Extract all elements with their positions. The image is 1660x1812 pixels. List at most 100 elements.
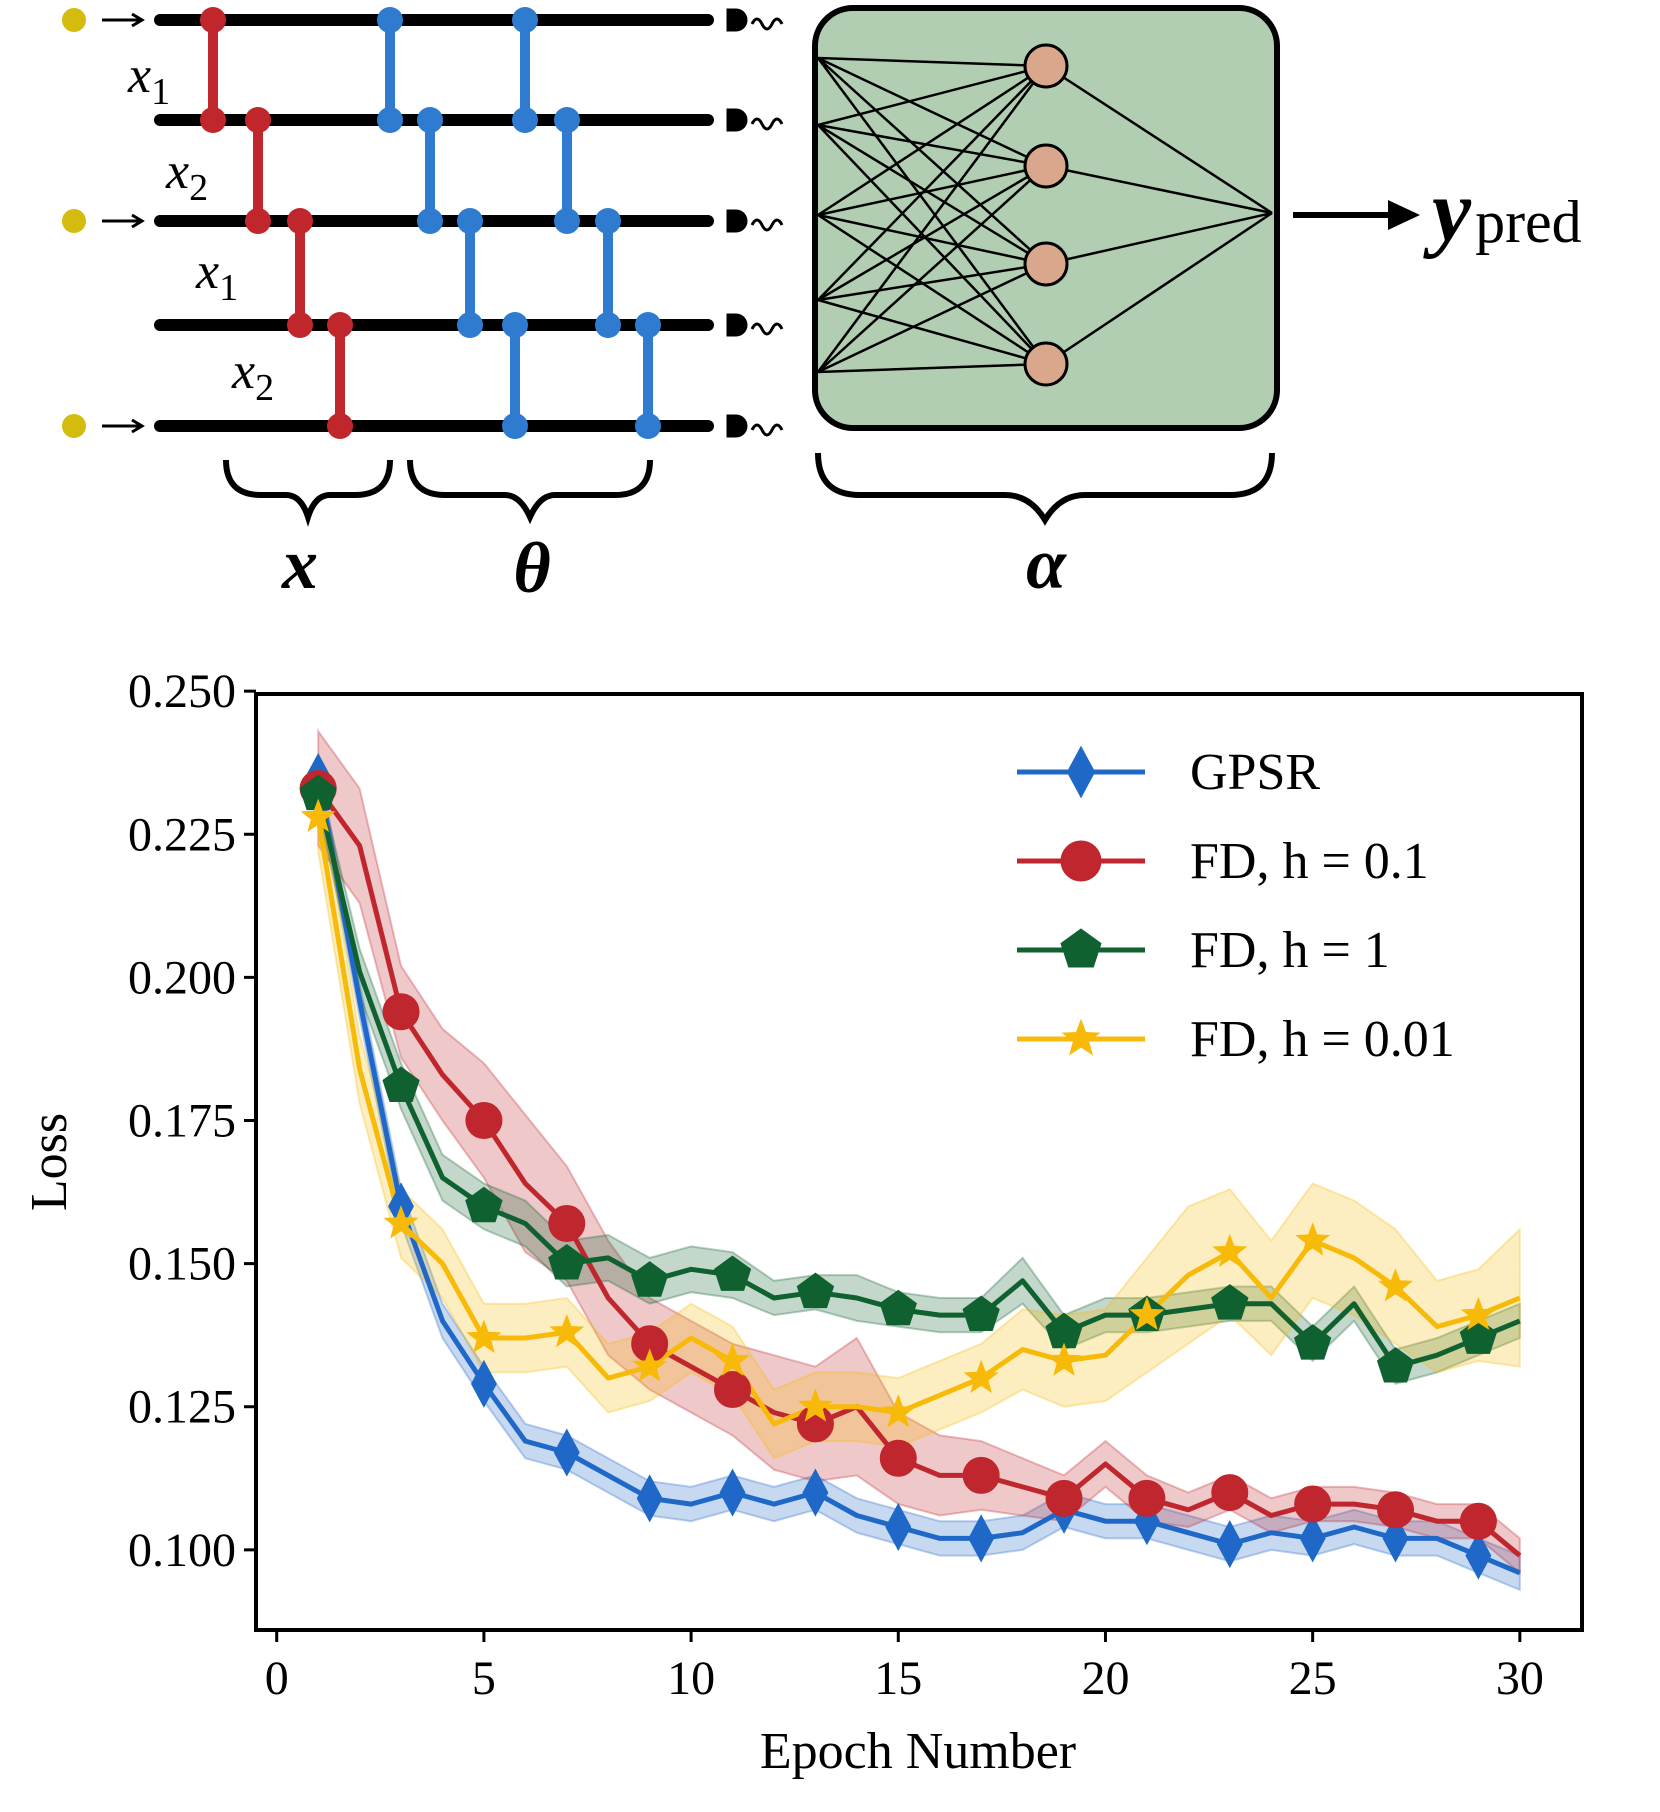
data-point-diamond [470, 1359, 497, 1408]
brace-features [223, 459, 393, 527]
y-axis: 0.100 0.125 0.150 0.175 0.200 0.225 0.250 [128, 665, 256, 1577]
legend-marker-star [1061, 1018, 1101, 1056]
encoding-label: x2 [231, 343, 274, 409]
nn-edge [817, 213, 1047, 366]
nn-edge [817, 57, 1047, 265]
variational-gate [417, 107, 443, 234]
data-point-circle [1459, 1502, 1497, 1540]
data-point-pentagon [631, 1261, 669, 1297]
y-axis-title: Loss [21, 1113, 78, 1211]
data-point-star [963, 1359, 999, 1394]
neuron [1023, 143, 1069, 189]
qubit-dot [62, 209, 86, 233]
data-point-diamond [553, 1428, 580, 1477]
data-point-star [797, 1388, 833, 1422]
variational-gates [377, 7, 661, 439]
data-point-pentagon [713, 1255, 752, 1291]
nn-edge [817, 262, 1047, 302]
data-point-diamond [802, 1468, 829, 1517]
plot-frame [254, 692, 1584, 1632]
output: ypred [1293, 163, 1582, 260]
brace-label-weights: α [1026, 524, 1067, 604]
data-point-diamond [885, 1502, 912, 1552]
qubit-dot [62, 414, 86, 438]
data-point-diamond [1216, 1520, 1243, 1569]
nn-edge [1045, 164, 1273, 215]
series-markers [299, 752, 1498, 1580]
x-tick-label: 5 [472, 1652, 496, 1705]
measurement-icon [726, 8, 784, 32]
brace-weights [815, 452, 1275, 526]
brace-label-features: x [281, 524, 318, 604]
band-pentagon [317, 776, 1521, 1385]
measurement-icon [726, 108, 784, 132]
qubit-inputs [62, 8, 145, 438]
data-point-star [383, 1205, 419, 1239]
y-tick-label: 0.100 [128, 1524, 236, 1577]
legend-marker-circle [1060, 840, 1102, 882]
nn-edge [817, 65, 1047, 301]
variational-gate [502, 312, 528, 439]
data-point-star [466, 1319, 502, 1353]
data-point-circle [962, 1456, 1000, 1494]
data-point-circle [1045, 1479, 1083, 1517]
data-point-circle [1377, 1491, 1415, 1529]
circuit-diagram: x1 x2 x1 x2 ypred x θ α [62, 5, 1582, 608]
data-point-star [549, 1313, 585, 1348]
variational-gate [635, 312, 661, 439]
data-point-star [1295, 1222, 1331, 1256]
x-tick-label: 10 [667, 1652, 715, 1705]
data-point-pentagon [962, 1295, 1000, 1331]
x-tick-label: 20 [1081, 1652, 1129, 1705]
data-point-circle [465, 1101, 503, 1139]
nn-edge [816, 57, 1048, 365]
encoding-gates [200, 7, 353, 439]
legend-label: FD, h = 1 [1190, 922, 1390, 979]
encoding-gate [287, 208, 313, 338]
nn-edge [817, 56, 1047, 168]
data-point-pentagon [382, 1066, 420, 1102]
encoding-label: x2 [165, 143, 208, 209]
data-point-star [300, 798, 336, 832]
y-tick-label: 0.200 [128, 951, 236, 1004]
nn-edge [817, 262, 1047, 374]
data-point-diamond [1299, 1514, 1326, 1563]
data-point-star [715, 1342, 751, 1376]
data-point-pentagon [548, 1243, 586, 1280]
nn-edge [817, 362, 1047, 374]
data-point-pentagon [796, 1272, 835, 1309]
nn-edge [817, 164, 1047, 302]
neuron [1023, 341, 1069, 387]
neuron [1023, 241, 1069, 287]
input-arrow-icon [102, 213, 145, 229]
band-star [317, 782, 1521, 1460]
nn-box [812, 5, 1280, 431]
data-point-pentagon [465, 1186, 503, 1223]
x-tick-label: 25 [1289, 1652, 1337, 1705]
variational-gate [377, 7, 403, 133]
legend-label: FD, h = 0.01 [1190, 1011, 1455, 1068]
output-label: ypred [1423, 163, 1582, 260]
x-tick-label: 15 [874, 1652, 922, 1705]
nn-edge [817, 64, 1047, 127]
y-tick-label: 0.250 [128, 665, 236, 718]
nn-edge [817, 56, 1047, 68]
encoding-label: x1 [195, 243, 238, 309]
data-point-pentagon [879, 1289, 917, 1326]
data-point-circle [714, 1371, 752, 1409]
brace-params [407, 459, 653, 525]
neuron [1023, 43, 1069, 89]
data-point-star [632, 1348, 668, 1382]
data-point-star [1378, 1268, 1414, 1302]
legend-marker-diamond [1066, 745, 1096, 799]
input-arrow-icon [102, 12, 145, 28]
variational-gate [554, 107, 580, 234]
y-tick-label: 0.150 [128, 1238, 236, 1291]
data-point-circle [879, 1439, 917, 1477]
nn-edge [817, 123, 1047, 168]
y-tick-label: 0.125 [128, 1381, 236, 1434]
data-point-pentagon [1294, 1324, 1332, 1360]
data-point-star [1460, 1296, 1496, 1331]
x-tick-label: 0 [265, 1652, 289, 1705]
nn-edge [817, 123, 1047, 266]
